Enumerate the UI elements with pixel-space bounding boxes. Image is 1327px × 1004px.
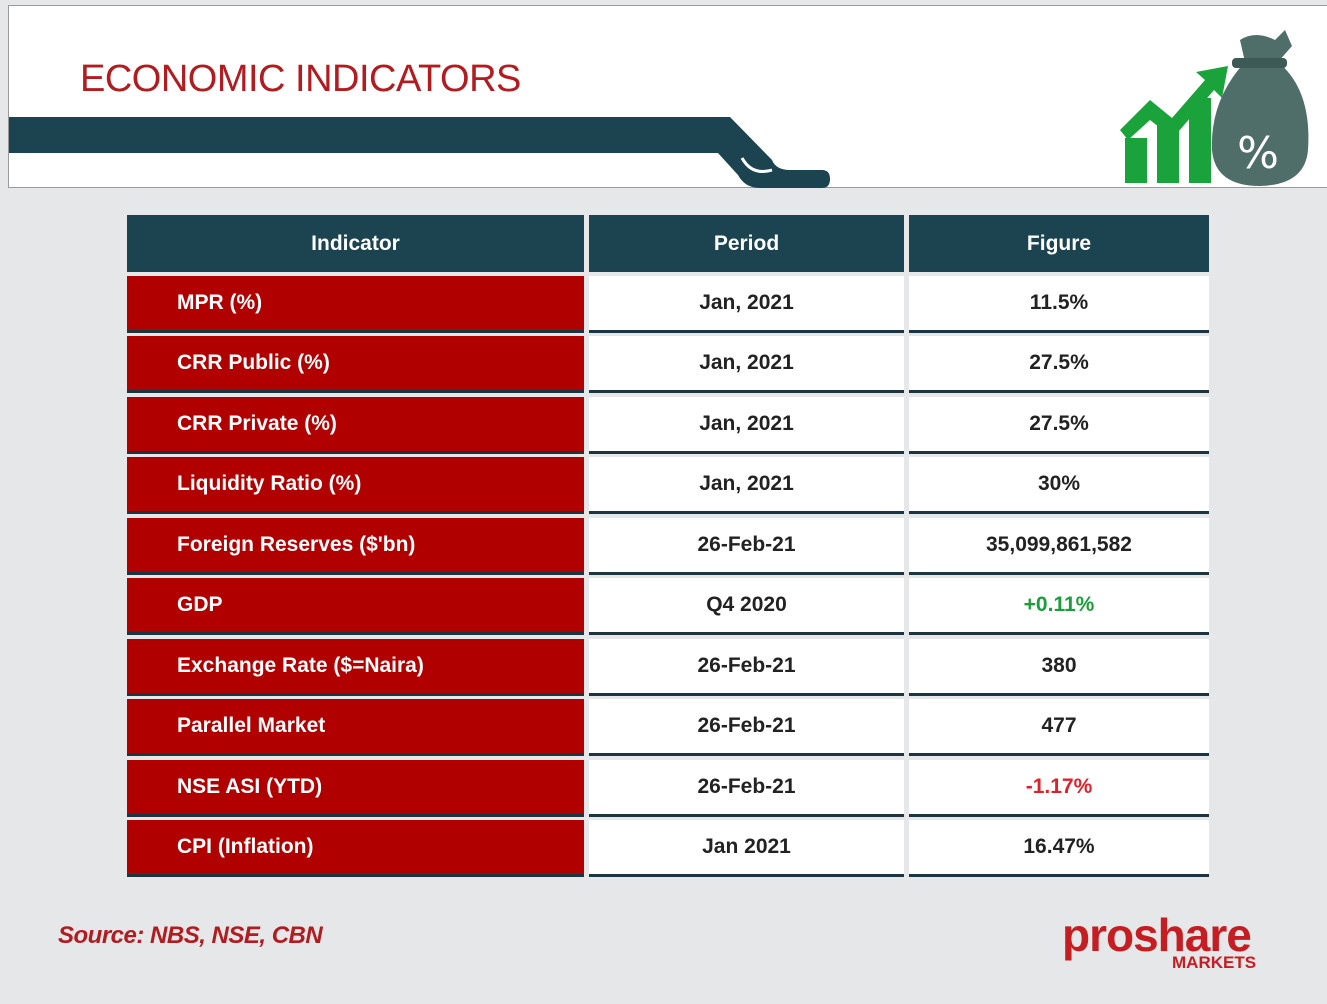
indicator-table: Indicator Period Figure MPR (%)Jan, 2021… — [127, 215, 1209, 881]
indicator-cell: Foreign Reserves ($'bn) — [127, 518, 584, 575]
source-note: Source: NBS, NSE, CBN — [58, 922, 322, 950]
figure-cell: 27.5% — [909, 336, 1209, 393]
column-header: Indicator — [127, 215, 584, 272]
indicator-cell: MPR (%) — [127, 276, 584, 333]
period-cell: Jan, 2021 — [589, 397, 904, 454]
figure-cell: 380 — [909, 639, 1209, 696]
indicator-cell: Exchange Rate ($=Naira) — [127, 639, 584, 696]
logo-subtitle: MARKETS — [1172, 953, 1256, 973]
indicator-cell: Parallel Market — [127, 699, 584, 756]
header-bar — [9, 117, 830, 188]
indicator-cell: CRR Public (%) — [127, 336, 584, 393]
table-row: NSE ASI (YTD)26-Feb-21-1.17% — [127, 760, 1209, 817]
indicator-cell: GDP — [127, 578, 584, 635]
period-cell: 26-Feb-21 — [589, 760, 904, 817]
indicator-cell: CPI (Inflation) — [127, 820, 584, 877]
period-cell: Jan 2021 — [589, 820, 904, 877]
page: % ECONOMIC INDICATORS Indicator Period F… — [0, 0, 1327, 1004]
figure-cell: 16.47% — [909, 820, 1209, 877]
period-cell: 26-Feb-21 — [589, 699, 904, 756]
figure-cell: +0.11% — [909, 578, 1209, 635]
period-cell: Q4 2020 — [589, 578, 904, 635]
figure-cell: -1.17% — [909, 760, 1209, 817]
indicator-cell: NSE ASI (YTD) — [127, 760, 584, 817]
svg-text:%: % — [1237, 128, 1279, 179]
figure-cell: 27.5% — [909, 397, 1209, 454]
period-cell: 26-Feb-21 — [589, 639, 904, 696]
period-cell: Jan, 2021 — [589, 457, 904, 514]
period-cell: 26-Feb-21 — [589, 518, 904, 575]
indicator-cell: Liquidity Ratio (%) — [127, 457, 584, 514]
period-cell: Jan, 2021 — [589, 336, 904, 393]
money-bag-icon: % — [1212, 30, 1309, 186]
column-header: Figure — [909, 215, 1209, 272]
column-header: Period — [589, 215, 904, 272]
figure-cell: 11.5% — [909, 276, 1209, 333]
indicator-cell: CRR Private (%) — [127, 397, 584, 454]
figure-cell: 477 — [909, 699, 1209, 756]
figure-cell: 30% — [909, 457, 1209, 514]
figure-cell: 35,099,861,582 — [909, 518, 1209, 575]
table-header: Indicator Period Figure — [127, 215, 1209, 272]
period-cell: Jan, 2021 — [589, 276, 904, 333]
page-title: ECONOMIC INDICATORS — [80, 58, 521, 101]
growth-icon — [1120, 66, 1228, 183]
